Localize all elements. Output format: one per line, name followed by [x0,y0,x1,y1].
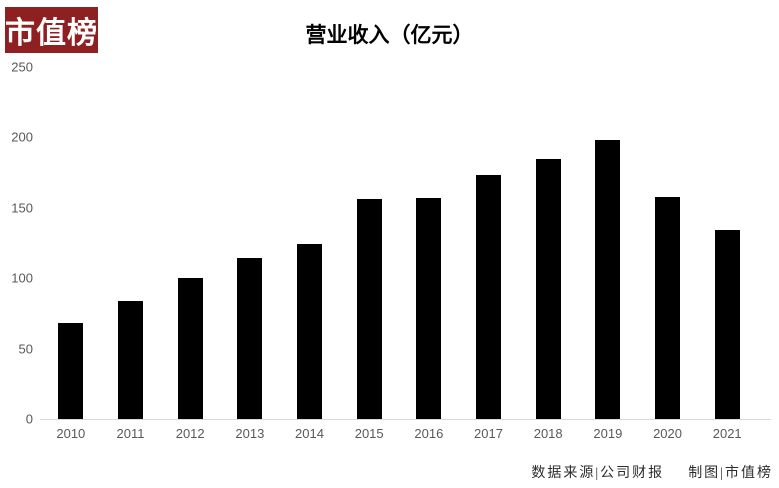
bar-2010 [58,323,84,419]
x-tick-2021: 2021 [712,426,742,441]
y-tick-200: 200 [11,129,33,145]
y-tick-150: 150 [11,200,33,216]
x-tick-2015: 2015 [354,426,384,441]
bar-2012 [177,278,203,419]
bar-2017 [476,175,502,419]
bar-2020 [655,196,681,419]
bar-2019 [595,140,621,419]
x-tick-2013: 2013 [235,426,265,441]
bar-2011 [118,300,143,419]
x-axis-line [40,419,771,420]
bar-2018 [535,158,561,419]
credit-text: 制图|市值榜 [688,466,773,481]
x-tick-2018: 2018 [533,426,563,441]
data-source-text: 数据来源|公司财报 [531,466,665,481]
bar-2021 [714,230,740,419]
source-credit-line: 数据来源|公司财报 制图|市值榜 [531,462,773,482]
bar-2013 [237,258,263,419]
x-tick-2011: 2011 [116,426,145,441]
x-tick-2014: 2014 [295,426,324,441]
x-tick-2017: 2017 [474,426,503,441]
y-tick-0: 0 [25,411,33,427]
y-tick-50: 50 [18,341,33,357]
x-tick-2019: 2019 [593,426,623,441]
y-tick-250: 250 [11,59,33,75]
chart-title: 营业收入（亿元） [305,24,474,47]
bar-2016 [416,197,442,419]
x-tick-2016: 2016 [414,426,444,441]
x-tick-2020: 2020 [653,426,682,441]
shizhibang-logo: 市值榜 [5,7,98,53]
x-tick-2010: 2010 [56,426,86,441]
bar-2015 [356,199,382,419]
bar-2014 [297,244,322,419]
y-tick-100: 100 [11,270,33,286]
x-tick-2012: 2012 [175,426,205,441]
